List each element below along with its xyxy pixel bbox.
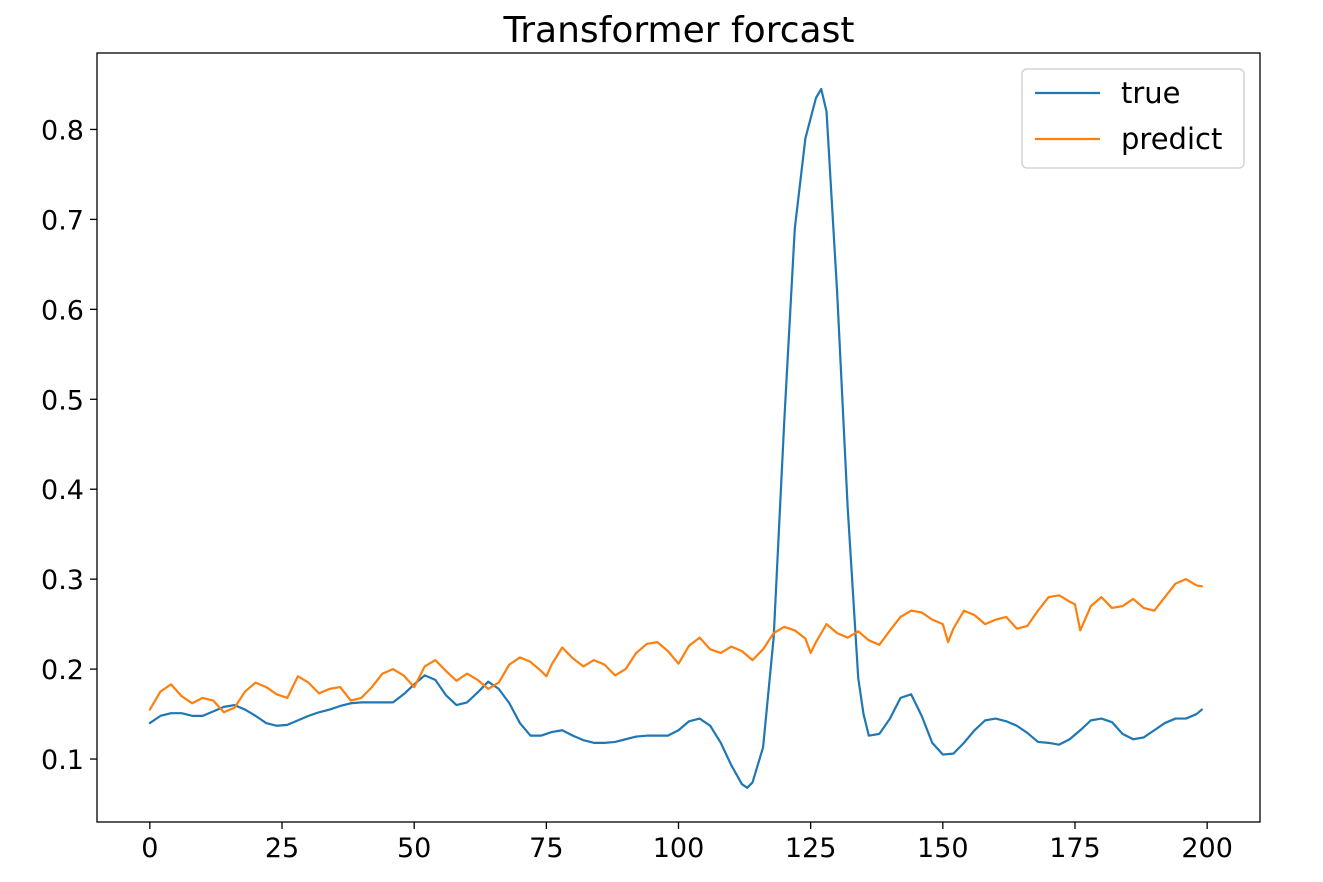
x-tick-label: 200 [1181,833,1233,864]
y-tick-label: 0.8 [41,115,84,146]
y-tick-label: 0.1 [41,745,84,776]
y-tick-label: 0.4 [41,475,84,506]
x-tick-label: 125 [785,833,837,864]
legend: true predict [1021,68,1245,169]
y-tick-label: 0.3 [41,565,84,596]
x-tick-label: 100 [653,833,705,864]
x-tick-label: 75 [529,833,563,864]
series-line-predict [148,578,1203,714]
x-tick-label: 150 [917,833,969,864]
x-tick-label: 50 [397,833,431,864]
y-tick-label: 0.2 [41,655,84,686]
x-tick-label: 175 [1049,833,1101,864]
series-layer [148,87,1203,789]
y-axis: 0.1 0.2 0.3 0.4 0.5 0.6 0.7 0.8 [41,115,97,776]
chart-title: Transformer forcast [503,10,855,51]
y-tick-label: 0.5 [41,385,84,416]
x-axis: 0 25 50 75 100 125 150 175 200 [141,822,1233,864]
x-tick-label: 25 [265,833,299,864]
legend-label-true: true [1121,76,1181,110]
y-tick-label: 0.7 [41,205,84,236]
series-line-true [148,87,1203,789]
y-tick-label: 0.6 [41,295,84,326]
x-tick-label: 0 [141,833,158,864]
legend-label-predict: predict [1121,122,1222,156]
